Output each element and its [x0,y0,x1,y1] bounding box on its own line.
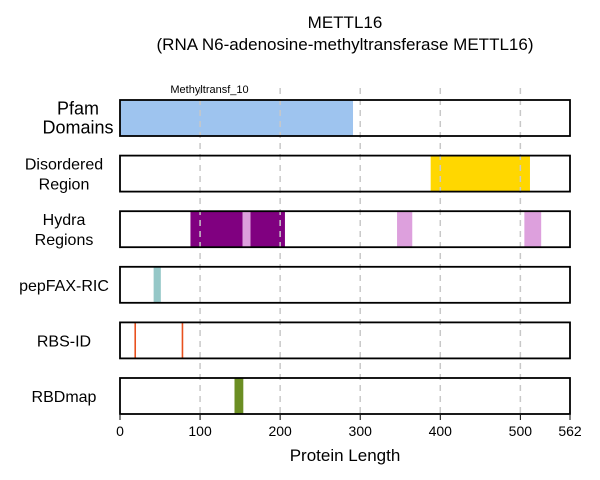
track-frame-1 [119,154,571,193]
x-tick-label: 0 [116,423,124,439]
track-background [120,266,570,303]
track-frame-4 [119,321,571,360]
track-4-segment-1 [181,322,184,359]
grid-layer [199,88,522,415]
track-2-segment-0 [190,211,243,248]
x-tick-label: 100 [188,423,212,439]
track-3: pepFAX-RIC [19,266,570,303]
track-2: Hydra Regions [35,211,570,249]
track-frame-2 [119,210,571,249]
track-label-1: Region [39,177,90,194]
track-1-segment-0 [430,155,530,192]
track-4-segment-0 [134,322,137,359]
track-2-segment-2 [250,211,285,248]
track-label-2: Regions [35,232,94,249]
track-frames [119,99,571,415]
track-frame-5 [119,377,571,415]
track-2-segment-3 [397,211,413,248]
x-tick-label: 500 [509,423,533,439]
track-2-segment-1 [242,211,251,248]
track-background [120,211,570,248]
track-label-2: Hydra [43,212,86,229]
chart-title: METTL16 [308,13,383,32]
x-tick-label: 400 [429,423,453,439]
track-frame-3 [119,265,571,304]
track-2-segment-4 [524,211,542,248]
track-background [120,378,570,414]
track-frame-0 [119,99,571,137]
x-tick-label: 300 [349,423,373,439]
track-0-segment-0 [120,100,354,136]
track-background [120,322,570,359]
x-tick-label: 200 [268,423,292,439]
segment-label: Methyltransf_10 [170,84,248,96]
track-label-0: Pfam [57,99,99,119]
chart-subtitle: (RNA N6-adenosine-methyltransferase METT… [157,35,534,54]
track-3-segment-0 [153,266,161,303]
track-label-5: RBDmap [32,389,97,406]
x-axis-label: Protein Length [290,446,401,465]
track-label-4: RBS-ID [37,333,91,350]
x-axis: 0 100 200 300 400 500 562 [116,415,582,439]
track-4: RBS-ID [37,322,570,359]
track-5-segment-0 [234,378,244,414]
track-label-3: pepFAX-RIC [19,278,109,295]
x-tick-label: 562 [558,423,582,439]
track-label-1: Disordered [25,157,103,174]
track-5: RBDmap [32,378,570,414]
track-label-0: Domains [42,118,113,138]
track-1: Disordered Region [25,155,570,194]
